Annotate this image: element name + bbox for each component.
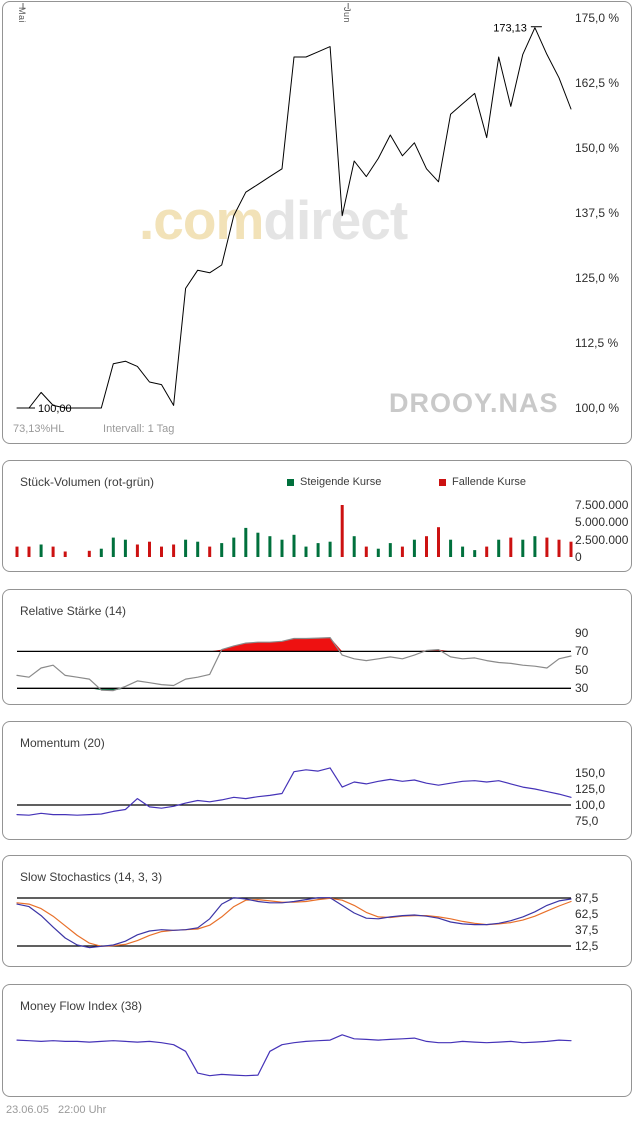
comdirect-watermark-direct: direct <box>263 189 408 251</box>
comdirect-watermark: .comdirect <box>139 188 408 252</box>
timestamp: 23.06.05 22:00 Uhr <box>6 1104 107 1116</box>
volume-legend: Steigende Kurse Fallende Kurse <box>3 461 631 571</box>
price-plot: 100,00 173,13 <box>16 3 572 415</box>
rising-color-chip <box>287 478 294 486</box>
stochastics-title: Slow Stochastics (14, 3, 3) <box>20 870 163 884</box>
legend-falling: Fallende Kurse <box>439 476 526 488</box>
interval-label: Intervall: 1 Tag <box>103 423 175 435</box>
comdirect-watermark-com: .com <box>139 189 264 251</box>
volume-title: Stück-Volumen (rot-grün) <box>20 475 155 489</box>
falling-color-chip <box>439 478 446 486</box>
momentum-plot <box>16 767 572 816</box>
momentum-panel: Momentum (20) 150,0 125,0 100,0 75,0 <box>2 721 632 840</box>
month-label: Mai <box>17 7 27 24</box>
rsi-panel: Relative Stärke (14) 90 70 50 30 <box>2 589 632 705</box>
ticker-watermark: DROOY.NAS <box>389 388 559 418</box>
rsi-title: Relative Stärke (14) <box>20 604 127 618</box>
stochastics-panel: Slow Stochastics (14, 3, 3) 87,5 62,5 37,5… <box>2 855 632 967</box>
mfi-title: Money Flow Index (38) <box>20 999 143 1013</box>
stochastics-plot <box>16 897 572 949</box>
legend-rising-label: Steigende Kurse <box>300 476 382 488</box>
month-label: Jun <box>342 7 353 24</box>
legend-rising: Steigende Kurse <box>287 476 381 488</box>
mfi-panel: Money Flow Index (38) <box>2 984 632 1097</box>
volume-plot <box>15 505 573 557</box>
chart-info-row: 73,13%HL Intervall: 1 Tag <box>13 423 174 435</box>
momentum-title: Momentum (20) <box>20 736 105 750</box>
mfi-plot <box>16 1034 572 1077</box>
price-annotation: 100,00 <box>38 403 72 415</box>
rsi-plot <box>16 636 572 692</box>
price-annotation: 173,13 <box>493 23 527 35</box>
hl-range-label: 73,13%HL <box>13 423 64 435</box>
volume-panel: Stück-Volumen (rot-grün) Steigende Kurse… <box>2 460 632 572</box>
legend-falling-label: Fallende Kurse <box>452 476 526 488</box>
price-chart-panel: .comdirect DROOY.NAS 100,00 173,13 175,0 … <box>2 1 632 444</box>
